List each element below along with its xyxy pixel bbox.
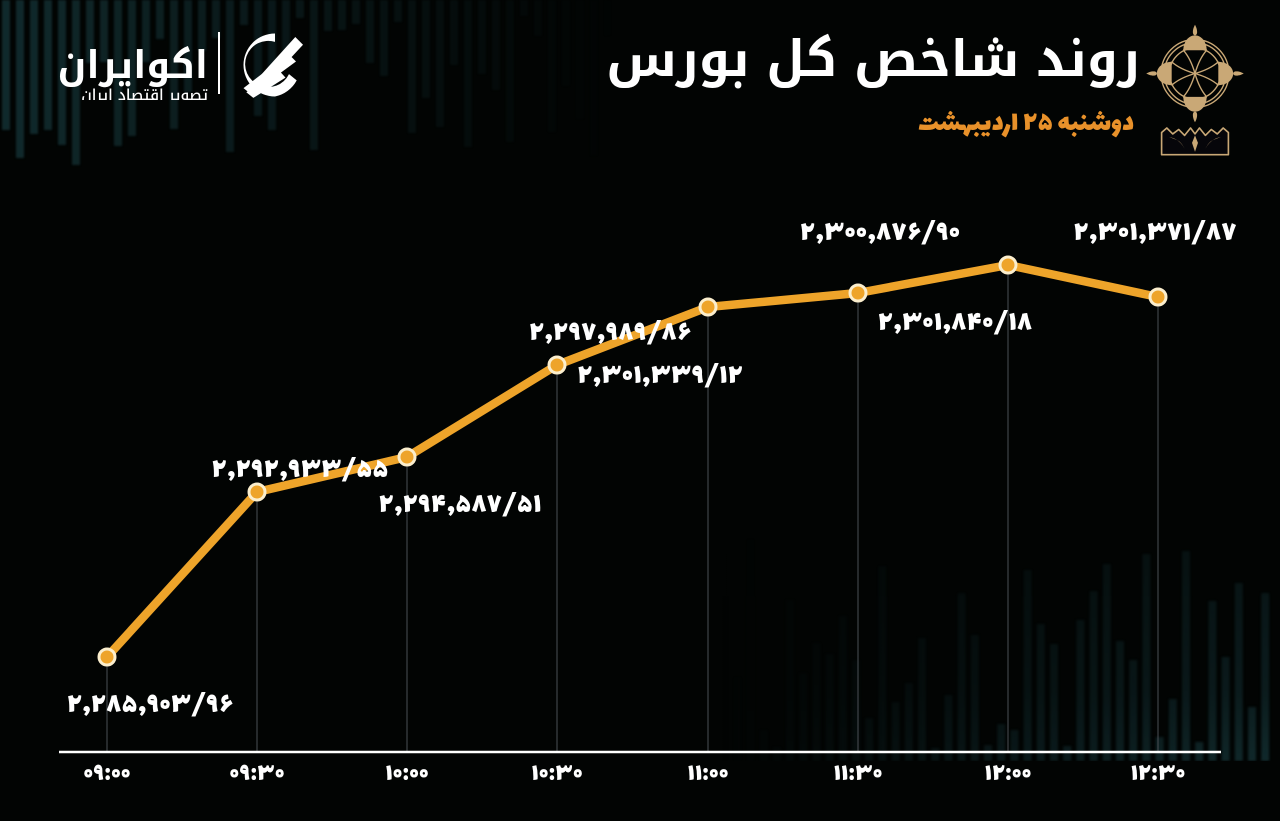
svg-text:۲,۳۰۰,۸۷۶/۹۰: ۲,۳۰۰,۸۷۶/۹۰ (800, 211, 960, 258)
svg-text:۱۰:۳۰: ۱۰:۳۰ (531, 756, 582, 796)
svg-text:۲,۲۸۵,۹۰۳/۹۶: ۲,۲۸۵,۹۰۳/۹۶ (67, 683, 233, 730)
svg-text:۲,۳۰۱,۳۷۱/۸۷: ۲,۳۰۱,۳۷۱/۸۷ (1073, 211, 1236, 258)
svg-text:۱۱:۳۰: ۱۱:۳۰ (833, 756, 882, 796)
svg-text:۲,۲۹۷,۹۸۹/۸۶: ۲,۲۹۷,۹۸۹/۸۶ (529, 311, 691, 358)
svg-text:۱۰:۰۰: ۱۰:۰۰ (385, 756, 429, 796)
svg-text:۲,۳۰۱,۳۳۹/۱۲: ۲,۳۰۱,۳۳۹/۱۲ (577, 354, 743, 401)
svg-text:۱۲:۰۰: ۱۲:۰۰ (985, 756, 1032, 796)
svg-text:۱۲:۳۰: ۱۲:۳۰ (1131, 756, 1186, 796)
svg-text:۰۹:۰۰: ۰۹:۰۰ (83, 756, 130, 796)
svg-text:۰۹:۳۰: ۰۹:۳۰ (229, 756, 284, 796)
svg-text:۲,۲۹۴,۵۸۷/۵۱: ۲,۲۹۴,۵۸۷/۵۱ (379, 483, 542, 530)
svg-text:۲,۲۹۲,۹۳۳/۵۵: ۲,۲۹۲,۹۳۳/۵۵ (212, 448, 389, 495)
svg-text:۲,۳۰۱,۸۴۰/۱۸: ۲,۳۰۱,۸۴۰/۱۸ (878, 301, 1032, 348)
svg-text:۱۱:۰۰: ۱۱:۰۰ (687, 756, 728, 796)
